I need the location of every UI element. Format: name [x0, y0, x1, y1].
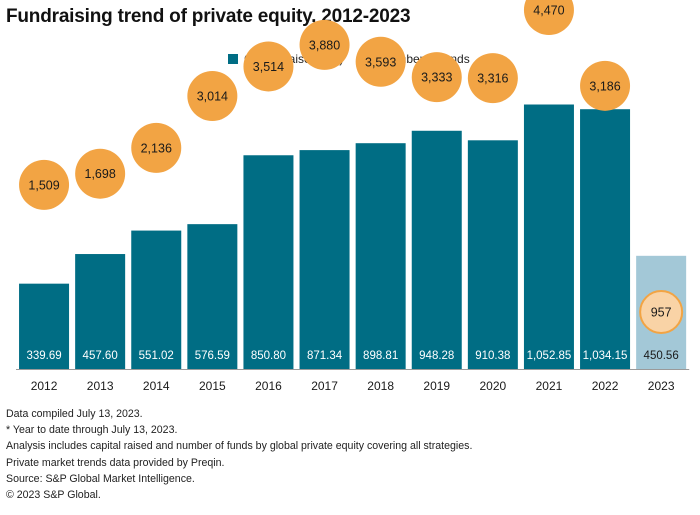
funds-label-2023: 957	[651, 306, 672, 320]
footnote-copyright: © 2023 S&P Global.	[6, 489, 101, 502]
bar-2022	[580, 109, 631, 369]
bar-2013	[75, 254, 126, 369]
bar-value-label-2015: 576.59	[195, 350, 230, 362]
x-tick-label-2014: 2014	[143, 379, 170, 393]
funds-label-2019: 3,333	[421, 71, 452, 85]
bar-value-label-2014: 551.02	[139, 350, 174, 362]
bar-2018	[355, 143, 406, 369]
bar-2017	[299, 150, 350, 369]
bar-2020	[467, 140, 518, 369]
bar-2021	[523, 104, 574, 369]
funds-bubble-2020	[467, 53, 518, 104]
bar-value-label-2018: 898.81	[363, 350, 398, 362]
legend-square-icon	[228, 54, 238, 64]
bar-2016	[243, 155, 294, 369]
bar-2019	[411, 130, 462, 369]
funds-label-2014: 2,136	[141, 141, 172, 155]
x-tick-label-2012: 2012	[31, 379, 58, 393]
funds-bubble-2022	[580, 60, 631, 111]
footnote-compiled: Data compiled July 13, 2023.	[6, 408, 143, 420]
x-tick-label-2018: 2018	[367, 379, 394, 393]
funds-bubble-2018	[355, 36, 406, 87]
x-tick-label-2013: 2013	[87, 379, 114, 393]
x-tick-label-2023: 2023	[648, 379, 675, 393]
x-tick-label-2015: 2015	[199, 379, 226, 393]
footnotes: Data compiled July 13, 2023. * Year to d…	[6, 406, 472, 503]
funds-bubble-2015	[187, 70, 238, 121]
bar-value-label-2017: 871.34	[307, 350, 343, 362]
bar-value-label-2019: 948.28	[419, 350, 454, 362]
footnote-source: Source: S&P Global Market Intelligence.	[6, 472, 195, 485]
bar-value-label-2021: 1,052.85	[527, 350, 572, 362]
funds-label-2022: 3,186	[589, 79, 620, 93]
funds-label-2017: 3,880	[309, 38, 340, 52]
funds-label-2016: 3,514	[253, 60, 284, 74]
funds-bubble-2012	[19, 159, 70, 210]
funds-bubble-2014	[131, 122, 182, 173]
x-tick-label-2017: 2017	[311, 379, 338, 393]
footnote-ytd: * Year to date through July 13, 2023.	[6, 424, 178, 437]
bar-chart: 339.69 1,509 2012 457.60 1,698 2013 551.02 2,13…	[16, 0, 690, 393]
funds-label-2020: 3,316	[477, 72, 508, 86]
funds-label-2013: 1,698	[85, 167, 116, 181]
funds-label-2018: 3,593	[365, 55, 396, 69]
bar-value-label-2012: 339.69	[26, 350, 61, 362]
bar-value-label-2016: 850.80	[251, 350, 286, 362]
footnote-analysis: Analysis includes capital raised and num…	[6, 440, 473, 453]
x-tick-label-2016: 2016	[255, 379, 282, 393]
funds-label-2015: 3,014	[197, 89, 228, 103]
funds-bubble-2021	[523, 0, 574, 35]
funds-label-2012: 1,509	[28, 178, 59, 192]
bar-value-label-2013: 457.60	[83, 350, 118, 362]
x-tick-label-2021: 2021	[536, 379, 563, 393]
footnote-provider: Private market trends data provided by P…	[6, 456, 225, 469]
bar-2015	[187, 224, 238, 369]
chart-title: Fundraising trend of private equity, 201…	[6, 6, 411, 27]
bar-value-label-2022: 1,034.15	[583, 350, 628, 362]
funds-bubble-2016	[243, 41, 294, 92]
x-tick-label-2022: 2022	[592, 379, 619, 393]
bar-2014	[131, 230, 182, 369]
bar-2012	[19, 283, 70, 369]
funds-label-2021: 4,470	[533, 4, 564, 18]
funds-bubble-2019	[411, 52, 462, 103]
funds-bubble-2023	[639, 290, 684, 334]
bar-value-label-2020: 910.38	[475, 350, 510, 362]
x-tick-label-2019: 2019	[423, 379, 450, 393]
funds-bubble-2013	[75, 148, 126, 199]
x-tick-label-2020: 2020	[479, 379, 506, 393]
funds-bubble-2017	[299, 19, 350, 70]
bar-value-label-2023: 450.56	[644, 350, 679, 362]
